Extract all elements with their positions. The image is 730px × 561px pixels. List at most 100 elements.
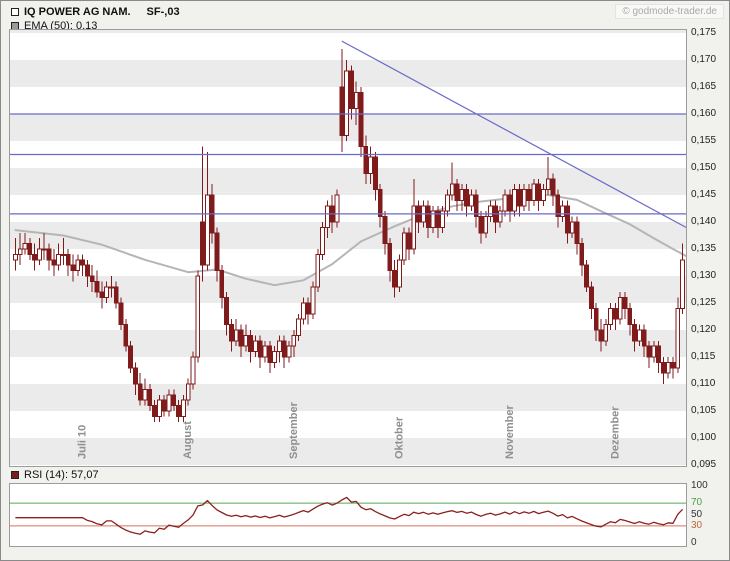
plot-stripe [9, 222, 687, 249]
candle-body [656, 345, 662, 363]
candle-body [41, 248, 47, 251]
candle-body [661, 361, 666, 374]
price-axis-label: 0,100 [691, 432, 717, 443]
candle-body [75, 259, 81, 272]
candle-body [22, 243, 28, 250]
month-label: Dezember [609, 406, 621, 459]
candle-body [46, 248, 52, 261]
candle-body [569, 221, 575, 234]
rsi-axis-label: 30 [691, 519, 703, 531]
candle-body [382, 216, 388, 245]
plot-stripe [9, 411, 687, 438]
candle-body [349, 70, 354, 110]
candle-body [598, 329, 604, 342]
candle-body [229, 324, 234, 342]
candle-body [665, 361, 671, 374]
plot-border [9, 29, 687, 467]
candle-body [478, 216, 484, 234]
rsi-panel-canvas [9, 483, 687, 547]
price-axis-label: 0,095 [691, 459, 717, 470]
candle-body [641, 329, 647, 347]
candle-body [147, 388, 153, 407]
price-axis-label: 0,165 [691, 81, 717, 92]
ema-line [14, 194, 687, 287]
plot-stripe [9, 33, 687, 60]
candle-body [613, 307, 618, 320]
candle-body [507, 194, 513, 212]
candle-body [272, 351, 278, 363]
candle-body [27, 243, 33, 255]
plot-stripe [9, 357, 687, 384]
plot-stripe [9, 276, 687, 303]
instrument-nominal: SF-,03 [146, 5, 180, 18]
candle-body [214, 232, 220, 272]
price-axis-label: 0,120 [691, 324, 717, 335]
candle-body [137, 383, 143, 401]
rsi-panel-bg [9, 483, 687, 547]
candle-body [248, 334, 253, 353]
price-axis-label: 0,130 [691, 270, 717, 281]
candle-body [497, 210, 503, 223]
candle-body [622, 297, 628, 309]
candle-body [593, 307, 599, 331]
candle-body [262, 345, 268, 358]
candle-body [353, 91, 359, 110]
candle-body [680, 259, 686, 309]
candle-body [397, 259, 402, 288]
rsi-axis-label: 0 [691, 537, 697, 548]
month-label: August [182, 421, 194, 459]
price-axis-label: 0,105 [691, 405, 717, 416]
candle-body [565, 205, 570, 234]
candle-body [632, 324, 638, 342]
price-axis-label: 0,175 [691, 27, 717, 39]
instrument-name: IQ POWER AG NAM. [24, 5, 131, 18]
month-label: November [504, 404, 516, 459]
candle-body [670, 361, 676, 369]
candle-body [445, 194, 450, 212]
candle-body [176, 405, 181, 417]
plot-stripe [9, 330, 687, 357]
candle-body [253, 340, 258, 353]
candle-body [363, 145, 369, 174]
plot-stripe [9, 195, 687, 222]
candle-body [358, 91, 364, 147]
plot-stripe [9, 384, 687, 411]
price-axis-label: 0,150 [691, 162, 717, 173]
rsi-axis-label: 70 [691, 497, 703, 509]
candle-body [483, 216, 489, 234]
candle-body [123, 324, 129, 347]
candle-body [89, 275, 95, 282]
price-axis-label: 0,140 [691, 216, 717, 227]
candle-body [205, 194, 210, 266]
plot-stripe [9, 303, 687, 330]
candle-body [320, 226, 326, 255]
candle-body [387, 243, 393, 272]
candle-body [584, 264, 590, 288]
candle-body [171, 394, 177, 407]
candle-body [238, 329, 244, 347]
rsi-legend-row: RSI (14): 57,07 [11, 469, 99, 481]
candle-body [449, 183, 455, 196]
candle-body [502, 194, 508, 212]
candle-body [488, 205, 494, 218]
candle-body [85, 264, 90, 277]
candle-body [517, 189, 522, 207]
candle-body [579, 243, 585, 266]
rsi-series-swatch [11, 470, 19, 479]
candle-body [291, 334, 297, 347]
candle-body [37, 248, 42, 261]
price-axis-label: 0,115 [691, 351, 716, 362]
candle-body [608, 307, 614, 326]
candle-body [675, 307, 681, 369]
candle-body [512, 189, 518, 212]
rsi-axis-label: 100 [691, 480, 708, 491]
candle-body [56, 253, 62, 266]
candle-body [430, 210, 436, 228]
candle-body [113, 286, 119, 304]
price-chart-canvas: Juli 10 August September Oktober November Dez… [9, 29, 687, 467]
candle-body [617, 297, 623, 320]
candle-body [65, 253, 71, 266]
candle-body [166, 394, 172, 412]
candle-body [373, 156, 378, 191]
